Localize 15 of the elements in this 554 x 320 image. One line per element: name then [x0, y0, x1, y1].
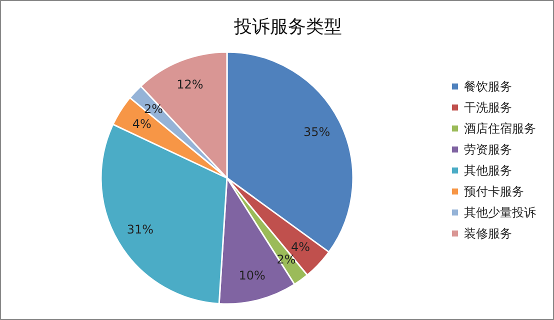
legend-label: 预付卡服务	[464, 184, 524, 198]
data-label: 12%	[176, 77, 204, 92]
data-label: 10%	[238, 268, 266, 283]
data-label: 35%	[303, 125, 330, 140]
data-label: 31%	[126, 222, 154, 236]
legend-label: 其他少量投诉	[464, 206, 536, 220]
legend-label: 其他服务	[464, 164, 512, 178]
data-label: 4%	[290, 240, 310, 254]
legend-label: 餐饮服务	[464, 80, 512, 94]
legend-label: 干洗服务	[464, 100, 512, 114]
legend-label: 装修服务	[464, 226, 512, 240]
data-label: 4%	[132, 116, 152, 131]
chart-title: 投诉服务类型	[233, 16, 342, 38]
legend-label: 酒店住宿服务	[464, 122, 536, 136]
legend-label: 劳资服务	[464, 142, 512, 156]
